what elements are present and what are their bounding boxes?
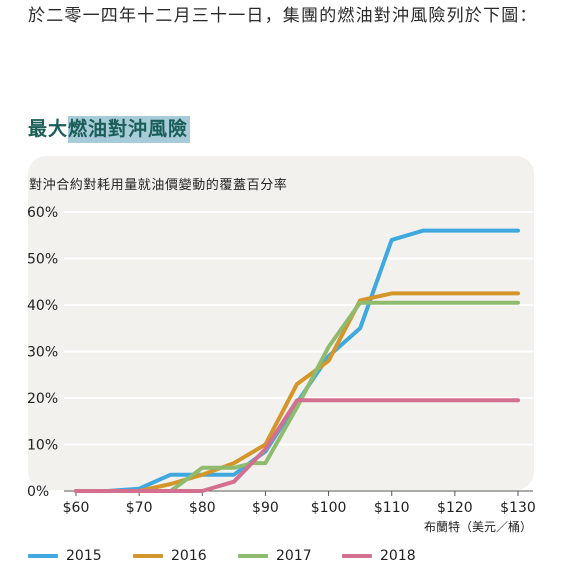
series-line-2018 (74, 398, 520, 493)
legend-item-2015: 2015 (28, 546, 102, 566)
legend-label: 2016 (171, 548, 207, 564)
x-tick-label: $90 (252, 500, 279, 516)
x-tick-label: $120 (437, 500, 473, 516)
legend-item-2018: 2018 (342, 546, 416, 566)
y-tick-label: 10% (27, 438, 58, 454)
legend-swatch (342, 554, 372, 558)
x-tick-label: $130 (500, 500, 536, 516)
y-tick-label: 50% (27, 252, 58, 268)
y-tick-label: 30% (27, 345, 58, 361)
y-tick-label: 40% (27, 298, 58, 314)
y-tick-label: 0% (27, 484, 49, 500)
x-tick-label: $110 (374, 500, 410, 516)
series-line-2015 (74, 228, 520, 493)
series-line-2016 (74, 291, 520, 493)
x-axis-title: 布蘭特（美元／桶） (424, 519, 532, 534)
y-tick-label: 20% (27, 391, 58, 407)
legend-label: 2018 (380, 548, 416, 564)
x-tick-label: $60 (63, 500, 90, 516)
section-heading-highlight: 燃油對沖風險 (68, 116, 191, 143)
x-tick-label: $100 (311, 500, 347, 516)
intro-paragraph: 於二零一四年十二月三十一日，集團的燃油對沖風險列於下圖： (28, 6, 538, 26)
legend-item-2016: 2016 (133, 546, 207, 566)
legend-swatch (133, 554, 163, 558)
legend-swatch (28, 554, 58, 558)
series-line-2017 (74, 300, 520, 493)
section-heading-prefix: 最大 (28, 118, 69, 140)
legend-item-2017: 2017 (238, 546, 312, 566)
x-tick-label: $80 (189, 500, 216, 516)
section-heading: 最大燃油對沖風險 (28, 113, 191, 145)
legend-label: 2017 (276, 548, 312, 564)
chart-title: 對沖合約對耗用量就油價變動的覆蓋百分率 (29, 178, 288, 193)
x-tick-label: $70 (126, 500, 153, 516)
y-tick-label: 60% (27, 205, 58, 221)
legend-label: 2015 (66, 548, 102, 564)
legend-swatch (238, 554, 268, 558)
